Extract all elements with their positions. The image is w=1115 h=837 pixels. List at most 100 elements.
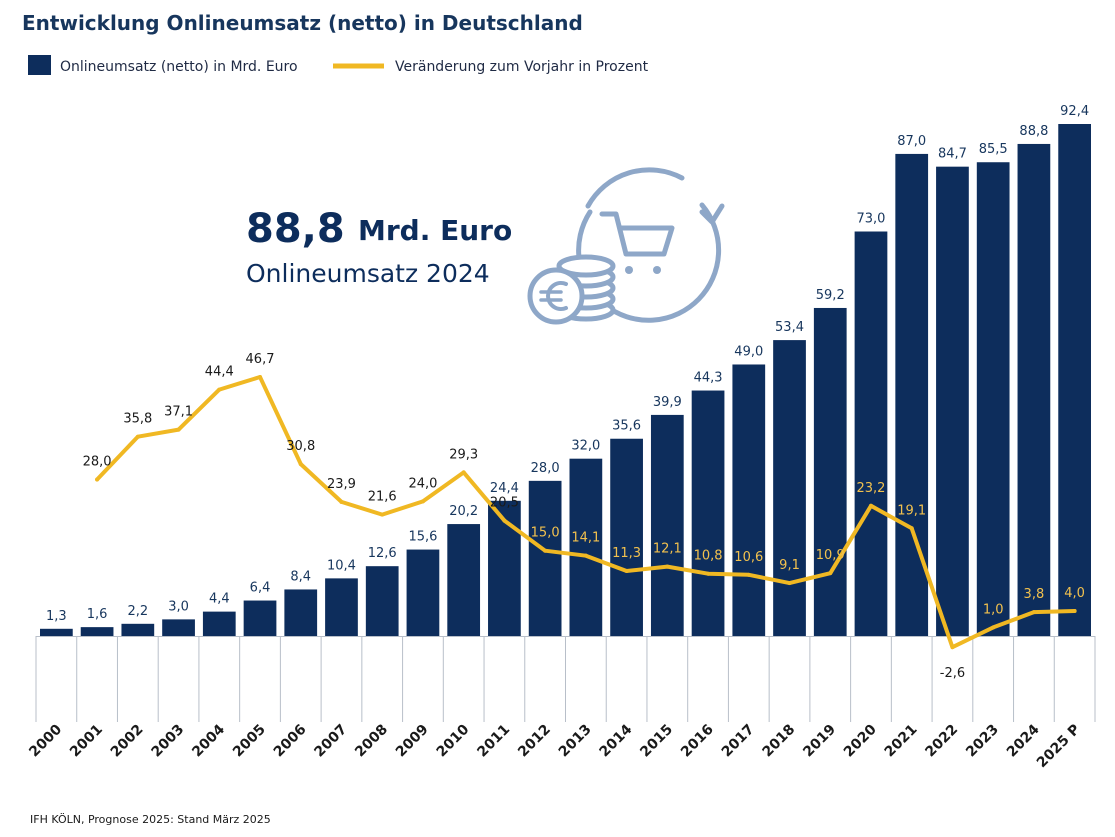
- bar-value-label: 6,4: [250, 581, 271, 596]
- bar-2011: [488, 500, 521, 636]
- legend-line-label: Veränderung zum Vorjahr in Prozent: [395, 59, 649, 75]
- bar-2007: [325, 578, 358, 636]
- ecommerce-illustration: [527, 167, 725, 325]
- change-point: [1031, 610, 1036, 615]
- bar-2016: [691, 390, 725, 636]
- bar-2015: [650, 414, 684, 636]
- x-tick-label: 2009: [393, 722, 432, 761]
- bar-value-label: 2,2: [127, 604, 148, 619]
- bar-2022: [936, 166, 969, 636]
- highlight-subtitle: Onlineumsatz 2024: [246, 259, 490, 288]
- change-value-label: 14,1: [571, 531, 600, 546]
- bar-value-label: 20,2: [449, 504, 478, 519]
- bars-layer: [40, 124, 1091, 637]
- change-value-label: 44,4: [205, 365, 234, 380]
- legend-bar-swatch: [28, 55, 51, 75]
- bar-2018: [773, 340, 806, 636]
- bar-2024: [1017, 143, 1051, 636]
- change-point: [217, 387, 222, 392]
- change-point: [135, 434, 140, 439]
- change-point: [502, 518, 507, 523]
- highlight-value: 88,8: [246, 206, 345, 252]
- change-point: [176, 427, 181, 432]
- x-tick-label: 2025 P: [1034, 722, 1084, 772]
- bar-value-label: 73,0: [857, 211, 886, 226]
- x-axis: 2000 2001 2002 2003 2004 2005 2006 2007 2008 2009…: [26, 636, 1096, 772]
- change-value-label: 1,0: [983, 602, 1004, 617]
- x-tick-label: 2006: [271, 722, 310, 761]
- change-value-label: 24,0: [408, 476, 437, 491]
- change-point: [909, 526, 914, 531]
- bar-value-label: 88,8: [1019, 124, 1048, 139]
- x-tick-label: 2012: [515, 722, 554, 761]
- bar-2005: [243, 600, 277, 636]
- change-point: [380, 512, 385, 517]
- x-tick-label: 2014: [597, 721, 636, 760]
- change-value-label: 20,5: [490, 496, 519, 511]
- shopping-cart-icon: [599, 211, 675, 274]
- bar-2023: [976, 162, 1010, 636]
- bar-value-label: 49,0: [734, 344, 763, 359]
- bar-value-label: 15,6: [408, 530, 437, 545]
- x-tick-label: 2016: [678, 722, 717, 761]
- bar-2019: [813, 307, 847, 636]
- x-tick-label: 2002: [108, 722, 147, 761]
- bar-value-label: 10,4: [327, 558, 356, 573]
- change-point: [461, 470, 466, 475]
- change-value-label: 28,0: [83, 454, 112, 469]
- x-tick-label: 2010: [434, 721, 473, 760]
- bar-2002: [121, 623, 155, 636]
- change-point: [1072, 609, 1077, 613]
- line-layer: [95, 375, 1077, 650]
- change-value-label: 15,0: [531, 526, 560, 541]
- x-tick-label: 2023: [963, 722, 1002, 761]
- x-tick-label: 2013: [556, 722, 595, 761]
- change-point: [298, 462, 303, 467]
- change-point: [95, 477, 100, 482]
- x-tick-label: 2000: [26, 721, 65, 760]
- bar-2014: [610, 438, 643, 636]
- x-tick-label: 2017: [719, 722, 758, 761]
- change-value-label: -2,6: [940, 666, 965, 681]
- x-tick-label: 2007: [311, 722, 350, 761]
- bar-2017: [732, 364, 766, 636]
- bar-value-label: 92,4: [1060, 104, 1089, 119]
- change-value-label: 23,9: [327, 477, 356, 492]
- x-tick-label: 2015: [637, 722, 676, 761]
- change-value-label: 23,2: [857, 481, 886, 496]
- source-note: IFH KÖLN, Prognose 2025: Stand März 2025: [30, 813, 271, 826]
- change-value-label: 29,3: [449, 447, 478, 462]
- bar-value-label: 3,0: [168, 599, 189, 614]
- bar-2009: [406, 549, 440, 636]
- euro-coin-stack-icon: [527, 267, 585, 325]
- bar-value-label: 32,0: [571, 439, 600, 454]
- change-point: [991, 625, 996, 630]
- change-point: [583, 553, 588, 558]
- x-tick-label: 2021: [882, 722, 921, 761]
- change-value-label: 10,6: [734, 550, 763, 565]
- bar-value-label: 85,5: [979, 142, 1008, 157]
- bar-value-label: 24,4: [490, 481, 519, 496]
- bar-value-label: 35,6: [612, 419, 641, 434]
- change-point: [746, 572, 751, 577]
- bar-value-label: 1,6: [87, 607, 108, 622]
- bar-2001: [80, 627, 114, 636]
- bar-value-label: 8,4: [290, 569, 311, 584]
- change-point: [339, 499, 344, 504]
- change-point: [624, 568, 629, 573]
- bar-value-label: 87,0: [897, 134, 926, 149]
- change-point: [950, 645, 955, 650]
- bar-2004: [202, 611, 236, 636]
- bar-2025-p: [1058, 124, 1091, 636]
- x-tick-label: 2019: [800, 722, 839, 761]
- bar-value-label: 44,3: [694, 371, 723, 386]
- bar-2020: [854, 231, 888, 636]
- change-value-label: 19,1: [897, 503, 926, 518]
- x-tick-label: 2020: [841, 721, 880, 760]
- change-point: [420, 499, 425, 504]
- change-value-label: 9,1: [779, 558, 800, 573]
- bar-2010: [447, 524, 481, 636]
- x-tick-label: 2004: [189, 721, 228, 760]
- bar-value-label: 59,2: [816, 288, 845, 303]
